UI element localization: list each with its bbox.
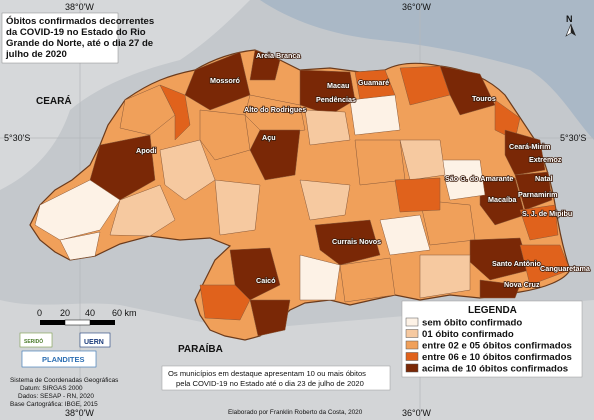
city-label-16: Currais Novos [332,237,381,246]
serido-logo-text: SERIDÓ [24,337,43,345]
municipalities [34,49,571,337]
lon-west-bottom-label: 38°0'W [65,408,94,418]
author-credit: Elaborado por Franklin Roberto da Costa,… [228,409,363,416]
legend-label-4: acima de 10 óbitos confirmados [422,364,568,375]
title-line-2: da COVID-19 no Estado do Rio [6,27,146,38]
footer-line-1: Sistema de Coordenadas Geográficas [10,377,118,384]
city-label-18: Canguaretama [540,264,591,273]
legend-title: LEGENDA [468,305,517,316]
city-label-8: Apodi [136,146,156,155]
legend-swatch-4 [405,363,419,373]
uern-logo-text: UERN [84,339,104,346]
city-label-5: Alto do Rodrigues [244,105,306,114]
city-label-1: Mossoró [210,76,241,85]
lat-left-label: 5°30'S [4,133,30,143]
plandites-logo [21,350,97,368]
city-label-6: Touros [472,94,496,103]
region-ceara-label: CEARÁ [36,94,72,107]
legend-swatch-0 [405,317,419,327]
logos: SERIDÓ UERN PLANDITES [19,332,111,368]
lon-west-label: 38°0'W [65,2,94,12]
city-label-15: S. J. de Mipibu [522,209,572,218]
scale-bar: 0 20 40 60 km [37,308,137,326]
north-arrow-label: N [566,14,573,24]
title-line-1: Óbitos confirmados decorrentes [6,15,154,27]
city-label-13: São G. do Amarante [445,174,513,183]
city-label-4: Pendências [316,95,356,104]
city-label-12: Parnamirim [518,190,558,199]
ocean [260,0,594,140]
city-label-20: Caicó [256,276,276,285]
note-box [161,365,391,391]
legend-box [401,300,583,378]
city-label-17: Santo Antônio [492,259,541,268]
footer-line-2: Datum: SIRGAS 2000 [20,385,83,392]
legend-swatch-1 [405,329,419,338]
legend-label-2: entre 02 e 05 óbitos confirmados [422,341,572,352]
uern-logo [79,332,111,348]
city-labels: Areia Branca Mossoró Macau GuamaréPendência… [135,50,592,290]
scale-tick-1: 20 [60,308,70,318]
scale-tick-2: 40 [85,308,95,318]
plandites-logo-text: PLANDITES [42,355,85,364]
lat-right-label: 5°30'S [560,133,586,143]
legend-label-1: 01 óbito confirmado [422,329,514,340]
scale-tick-3: 60 km [112,308,137,318]
region-paraiba-label: PARAÍBA [178,342,223,355]
city-label-3: Guamaré [358,78,389,87]
note-line-1: Os municípios em destaque apresentam 10 … [168,369,366,378]
city-label-0: Areia Branca [256,51,301,60]
legend-label-3: entre 06 e 10 óbitos confirmados [422,352,572,363]
lon-east-label: 36°0'W [402,2,431,12]
note-line-2: pela COVID-19 no Estado até o dia 23 de … [176,379,364,388]
city-label-14: Macaíba [488,195,517,204]
city-label-2: Macau [327,81,349,90]
city-label-10: Extremoz [529,155,562,164]
city-label-11: Natal [535,174,553,183]
footer-line-4: Base Cartográfica: IBGE, 2015 [10,401,98,408]
north-arrow: N [565,14,576,37]
legend-label-0: sem óbito confirmado [422,318,522,329]
legend-swatch-2 [405,340,419,350]
footer-line-3: Dados: SESAP - RN, 2020 [18,393,94,400]
serido-logo [19,332,53,348]
city-label-9: Ceará-Mirim [509,142,551,151]
legend-swatch-3 [405,352,419,361]
title-box [1,12,119,64]
lon-east-bottom-label: 36°0'W [402,408,431,418]
scale-tick-0: 0 [37,308,42,318]
title-line-3: Grande do Norte, até o dia 27 de [6,38,153,49]
title-line-4: julho de 2020 [5,49,67,60]
city-label-19: Nova Cruz [504,280,540,289]
city-label-7: Açu [262,133,276,142]
